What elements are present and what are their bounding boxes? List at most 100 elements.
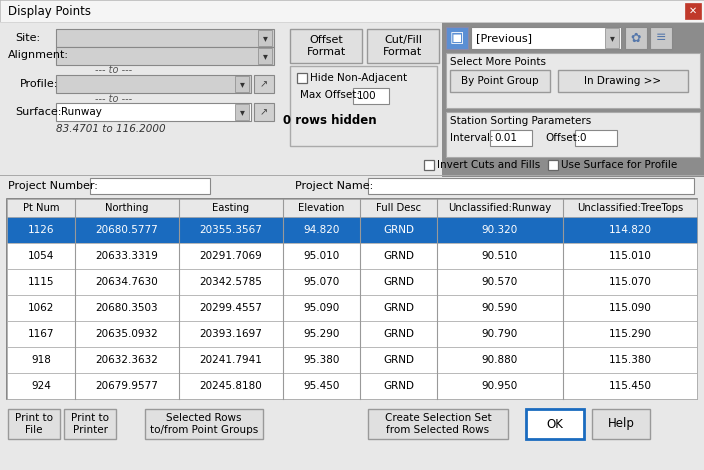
Text: 90.320: 90.320 bbox=[482, 225, 518, 235]
Text: 20342.5785: 20342.5785 bbox=[199, 277, 263, 287]
Bar bbox=[558, 70, 688, 92]
Text: Full Desc: Full Desc bbox=[376, 203, 421, 213]
Bar bbox=[446, 27, 468, 49]
Bar bbox=[650, 27, 672, 49]
Text: Project Number:: Project Number: bbox=[8, 181, 98, 191]
Text: 95.010: 95.010 bbox=[303, 251, 339, 261]
Text: 20680.5777: 20680.5777 bbox=[96, 225, 158, 235]
Text: 20633.3319: 20633.3319 bbox=[96, 251, 158, 261]
Text: ▾: ▾ bbox=[239, 79, 244, 89]
Text: 20245.8180: 20245.8180 bbox=[200, 381, 263, 391]
Text: 1126: 1126 bbox=[27, 225, 54, 235]
Bar bbox=[258, 30, 272, 46]
Bar bbox=[353, 88, 389, 104]
Text: ≡: ≡ bbox=[655, 31, 666, 45]
Bar bbox=[446, 53, 700, 108]
Text: 20393.1697: 20393.1697 bbox=[199, 329, 263, 339]
Text: ▾: ▾ bbox=[239, 107, 244, 117]
Text: ▾: ▾ bbox=[263, 51, 268, 61]
Text: By Point Group: By Point Group bbox=[461, 76, 539, 86]
Text: Invert Cuts and Fills: Invert Cuts and Fills bbox=[437, 160, 540, 170]
Bar bbox=[56, 47, 274, 65]
Bar bbox=[7, 269, 697, 295]
Text: Help: Help bbox=[608, 417, 634, 431]
Bar bbox=[367, 29, 439, 63]
Text: 115.010: 115.010 bbox=[608, 251, 651, 261]
Text: ↗: ↗ bbox=[260, 79, 268, 89]
Bar bbox=[7, 347, 697, 373]
Text: Print to
Printer: Print to Printer bbox=[71, 413, 109, 435]
Bar bbox=[7, 199, 697, 217]
Text: 95.070: 95.070 bbox=[303, 277, 339, 287]
Text: 20355.3567: 20355.3567 bbox=[199, 225, 263, 235]
Text: Print to
File: Print to File bbox=[15, 413, 53, 435]
Text: 95.450: 95.450 bbox=[303, 381, 340, 391]
Text: GRND: GRND bbox=[383, 225, 414, 235]
Text: GRND: GRND bbox=[383, 355, 414, 365]
Text: 90.950: 90.950 bbox=[482, 381, 518, 391]
Text: ▾: ▾ bbox=[610, 33, 615, 43]
Bar bbox=[290, 66, 437, 146]
Bar bbox=[7, 199, 697, 399]
Text: 90.590: 90.590 bbox=[482, 303, 518, 313]
Text: Unclassified:Runway: Unclassified:Runway bbox=[448, 203, 551, 213]
Bar bbox=[368, 178, 694, 194]
Text: 90.880: 90.880 bbox=[482, 355, 518, 365]
Bar bbox=[258, 48, 272, 64]
Bar bbox=[592, 409, 650, 439]
Text: 115.090: 115.090 bbox=[608, 303, 651, 313]
Text: Site:: Site: bbox=[15, 33, 40, 43]
Bar bbox=[0, 0, 704, 22]
Bar bbox=[368, 409, 508, 439]
Text: 114.820: 114.820 bbox=[608, 225, 651, 235]
Text: Easting: Easting bbox=[213, 203, 249, 213]
Bar bbox=[297, 73, 307, 83]
Text: Elevation: Elevation bbox=[298, 203, 345, 213]
Text: 95.090: 95.090 bbox=[303, 303, 339, 313]
Text: 115.290: 115.290 bbox=[608, 329, 651, 339]
Text: Station Sorting Parameters: Station Sorting Parameters bbox=[450, 116, 591, 126]
Bar bbox=[145, 409, 263, 439]
Text: Alignment:: Alignment: bbox=[8, 50, 69, 60]
Bar bbox=[254, 103, 274, 121]
Text: ▣: ▣ bbox=[450, 31, 464, 46]
Bar bbox=[471, 27, 621, 49]
Text: 115.380: 115.380 bbox=[608, 355, 651, 365]
Bar bbox=[56, 29, 274, 47]
Text: ✕: ✕ bbox=[689, 6, 697, 16]
Bar bbox=[575, 130, 617, 146]
Text: 20299.4557: 20299.4557 bbox=[199, 303, 263, 313]
Text: 20632.3632: 20632.3632 bbox=[96, 355, 158, 365]
Text: Interval:: Interval: bbox=[450, 133, 494, 143]
Text: ↗: ↗ bbox=[260, 107, 268, 117]
Text: Pt Num: Pt Num bbox=[23, 203, 59, 213]
Bar bbox=[7, 295, 697, 321]
Text: 1062: 1062 bbox=[28, 303, 54, 313]
Text: 20679.9577: 20679.9577 bbox=[96, 381, 158, 391]
Bar bbox=[526, 409, 584, 439]
Text: 0: 0 bbox=[579, 133, 586, 143]
Text: OK: OK bbox=[546, 417, 563, 431]
Text: 115.070: 115.070 bbox=[608, 277, 651, 287]
Bar bbox=[7, 321, 697, 347]
Bar bbox=[56, 75, 251, 93]
Bar bbox=[685, 3, 701, 19]
Text: In Drawing >>: In Drawing >> bbox=[584, 76, 662, 86]
Text: GRND: GRND bbox=[383, 329, 414, 339]
Text: 1167: 1167 bbox=[27, 329, 54, 339]
Text: 83.4701 to 116.2000: 83.4701 to 116.2000 bbox=[56, 124, 165, 134]
Bar bbox=[490, 130, 532, 146]
Text: 90.510: 90.510 bbox=[482, 251, 518, 261]
Bar bbox=[446, 112, 700, 157]
Bar bbox=[235, 104, 249, 120]
Text: Project Name:: Project Name: bbox=[295, 181, 373, 191]
Text: Create Selection Set
from Selected Rows: Create Selection Set from Selected Rows bbox=[384, 413, 491, 435]
Bar bbox=[548, 160, 558, 170]
Text: ▾: ▾ bbox=[263, 33, 268, 43]
Bar bbox=[7, 373, 697, 399]
Bar bbox=[450, 70, 550, 92]
Text: 90.790: 90.790 bbox=[482, 329, 518, 339]
Text: GRND: GRND bbox=[383, 303, 414, 313]
Text: Unclassified:TreeTops: Unclassified:TreeTops bbox=[577, 203, 683, 213]
Text: 1115: 1115 bbox=[27, 277, 54, 287]
